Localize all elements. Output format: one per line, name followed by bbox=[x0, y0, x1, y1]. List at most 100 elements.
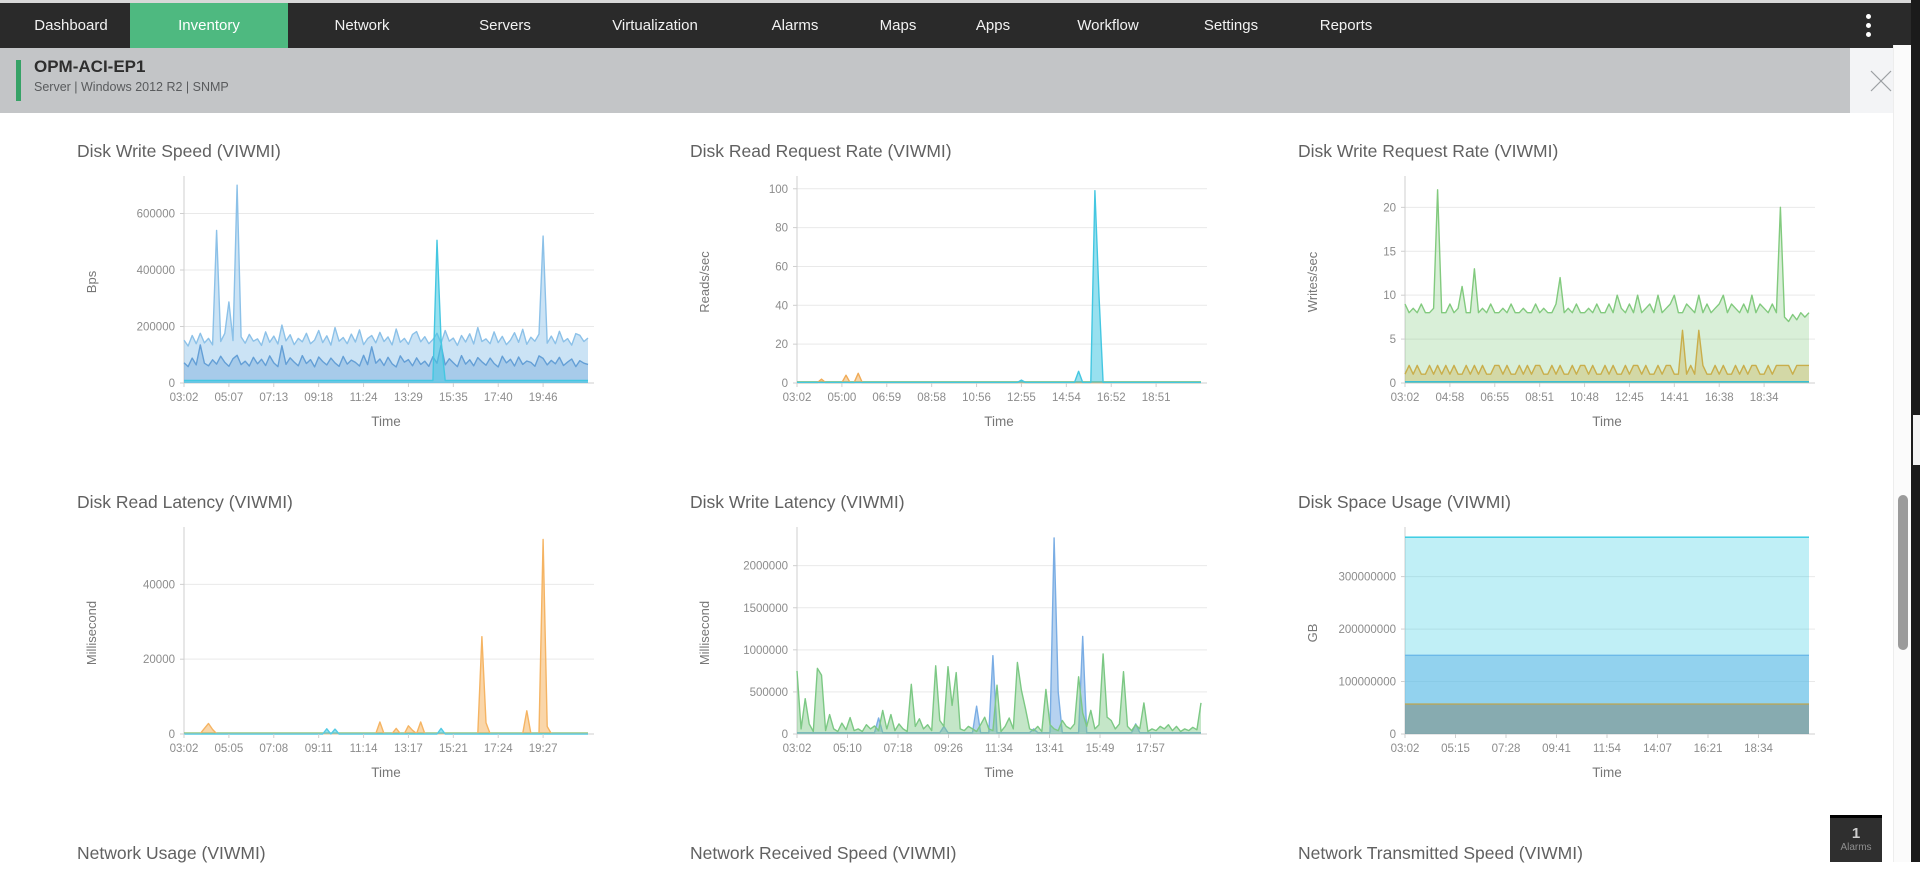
svg-text:03:02: 03:02 bbox=[1391, 743, 1420, 755]
svg-text:Millisecond: Millisecond bbox=[84, 601, 99, 665]
series-read-latency-cyan bbox=[184, 727, 588, 735]
svg-text:16:38: 16:38 bbox=[1705, 392, 1734, 404]
svg-text:03:02: 03:02 bbox=[170, 392, 199, 404]
chart-disk-write-request-rate-viwmi: Disk Write Request Rate (VIWMI) 0 5 10 15 20 0… bbox=[1285, 141, 1885, 445]
svg-text:12:45: 12:45 bbox=[1615, 392, 1644, 404]
svg-text:200000000: 200000000 bbox=[1338, 624, 1396, 636]
svg-text:13:17: 13:17 bbox=[394, 743, 423, 755]
scrollbar-track[interactable] bbox=[1893, 45, 1911, 862]
svg-text:18:51: 18:51 bbox=[1142, 392, 1171, 404]
svg-text:40: 40 bbox=[775, 300, 788, 312]
svg-text:40000: 40000 bbox=[143, 579, 175, 591]
svg-text:Time: Time bbox=[1592, 414, 1622, 429]
svg-text:17:24: 17:24 bbox=[484, 743, 513, 755]
svg-text:10: 10 bbox=[1383, 290, 1396, 302]
svg-text:Time: Time bbox=[371, 765, 401, 780]
svg-text:06:55: 06:55 bbox=[1480, 392, 1509, 404]
nav-item-maps[interactable]: Maps bbox=[879, 17, 917, 34]
nav-item-alarms[interactable]: Alarms bbox=[771, 17, 819, 34]
svg-text:100000000: 100000000 bbox=[1338, 677, 1396, 689]
nav-items: Dashboard Inventory Network Servers Virtuali… bbox=[0, 3, 1402, 48]
svg-text:0: 0 bbox=[169, 378, 175, 390]
svg-text:08:58: 08:58 bbox=[917, 392, 946, 404]
svg-text:05:07: 05:07 bbox=[214, 392, 243, 404]
svg-text:Time: Time bbox=[984, 765, 1014, 780]
svg-text:100: 100 bbox=[769, 184, 788, 196]
svg-text:10:48: 10:48 bbox=[1570, 392, 1599, 404]
nav-item-reports[interactable]: Reports bbox=[1319, 17, 1373, 34]
svg-text:1000000: 1000000 bbox=[743, 645, 788, 657]
svg-text:14:07: 14:07 bbox=[1643, 743, 1672, 755]
svg-text:20: 20 bbox=[1383, 202, 1396, 214]
svg-text:07:13: 07:13 bbox=[259, 392, 288, 404]
nav-item-apps[interactable]: Apps bbox=[975, 17, 1011, 34]
page-title: OPM-ACI-EP1 bbox=[34, 57, 146, 76]
svg-text:Time: Time bbox=[1592, 765, 1622, 780]
alarms-badge[interactable]: 1 Alarms bbox=[1830, 815, 1882, 862]
svg-text:0: 0 bbox=[169, 729, 175, 741]
chart-title: Disk Write Speed (VIWMI) bbox=[77, 141, 281, 161]
series-write-rate-green bbox=[1404, 189, 1810, 323]
scrollbar-thumb[interactable] bbox=[1898, 495, 1908, 650]
panel-collapse-handle[interactable] bbox=[1913, 415, 1920, 465]
main-navbar: Dashboard Inventory Network Servers Virtuali… bbox=[0, 3, 1920, 48]
svg-text:09:26: 09:26 bbox=[934, 743, 963, 755]
svg-text:14:54: 14:54 bbox=[1052, 392, 1081, 404]
svg-text:10:56: 10:56 bbox=[962, 392, 991, 404]
series-write-speed-light-blue bbox=[183, 184, 589, 347]
chart-title: Disk Write Latency (VIWMI) bbox=[690, 492, 905, 512]
svg-text:15: 15 bbox=[1383, 246, 1396, 258]
svg-text:Bps: Bps bbox=[84, 270, 99, 293]
nav-item-servers[interactable]: Servers bbox=[479, 17, 531, 34]
svg-text:80: 80 bbox=[775, 223, 788, 235]
alarm-label: Alarms bbox=[1840, 842, 1872, 853]
nav-item-workflow[interactable]: Workflow bbox=[1077, 17, 1139, 34]
chart-title: Network Transmitted Speed (VIWMI) bbox=[1298, 843, 1583, 863]
nav-item-network[interactable]: Network bbox=[334, 17, 390, 34]
chart-canvas: 0 500000 1000000 1500000 2000000 03:02 05:10 07… bbox=[697, 527, 1207, 780]
chart-disk-write-speed-viwmi: Disk Write Speed (VIWMI) 0 200000 400000 600… bbox=[64, 141, 677, 445]
svg-text:07:08: 07:08 bbox=[259, 743, 288, 755]
alarm-count: 1 bbox=[1851, 825, 1861, 842]
chart-canvas: 0 200000 400000 600000 03:02 05:07 07:13 09:18 1… bbox=[84, 176, 594, 429]
close-icon bbox=[1870, 70, 1892, 91]
chart-disk-space-usage-viwmi: Disk Space Usage (VIWMI) 0 100000000 200000… bbox=[1285, 492, 1885, 796]
chart-network-transmitted-speed-viwmi: Network Transmitted Speed (VIWMI) bbox=[1285, 843, 1885, 875]
series-write-latency-green bbox=[796, 653, 1202, 733]
chart-title: Network Received Speed (VIWMI) bbox=[690, 843, 957, 863]
chart-canvas: 0 20000 40000 03:02 05:05 07:08 09:11 11:14 13:1… bbox=[84, 527, 594, 780]
svg-text:15:35: 15:35 bbox=[439, 392, 468, 404]
svg-text:Millisecond: Millisecond bbox=[697, 601, 712, 665]
series-write-rate-olive bbox=[1404, 329, 1809, 375]
series-write-speed-steel-blue bbox=[183, 344, 589, 368]
chart-disk-read-latency-viwmi: Disk Read Latency (VIWMI) 0 20000 40000 03:0… bbox=[64, 492, 677, 796]
svg-text:09:18: 09:18 bbox=[304, 392, 333, 404]
svg-text:11:14: 11:14 bbox=[350, 743, 379, 755]
chart-disk-read-request-rate-viwmi: Disk Read Request Rate (VIWMI) 0 20 40 60 80 1… bbox=[677, 141, 1285, 445]
svg-text:05:00: 05:00 bbox=[827, 392, 856, 404]
series-read-rate-cyan bbox=[797, 190, 1201, 384]
svg-text:Time: Time bbox=[371, 414, 401, 429]
svg-text:11:34: 11:34 bbox=[985, 743, 1014, 755]
kebab-menu-icon[interactable] bbox=[1858, 3, 1878, 48]
chart-canvas: 0 5 10 15 20 03:02 04:58 06:55 08:51 10:48 12:45 14… bbox=[1305, 176, 1815, 429]
svg-text:500000: 500000 bbox=[750, 687, 788, 699]
svg-text:17:40: 17:40 bbox=[484, 392, 513, 404]
browser-edge-strip bbox=[0, 0, 1920, 3]
svg-text:0: 0 bbox=[1390, 729, 1396, 741]
svg-text:17:57: 17:57 bbox=[1136, 743, 1165, 755]
svg-text:18:34: 18:34 bbox=[1744, 743, 1773, 755]
svg-text:1500000: 1500000 bbox=[743, 603, 788, 615]
svg-text:0: 0 bbox=[782, 378, 788, 390]
svg-text:GB: GB bbox=[1305, 624, 1320, 643]
header-accent-bar bbox=[16, 60, 21, 101]
nav-item-settings[interactable]: Settings bbox=[1203, 17, 1259, 34]
svg-text:13:41: 13:41 bbox=[1035, 743, 1064, 755]
nav-item-dashboard[interactable]: Dashboard bbox=[34, 17, 108, 34]
nav-item-inventory[interactable]: Inventory bbox=[130, 3, 288, 48]
device-header: OPM-ACI-EP1 Server | Windows 2012 R2 | S… bbox=[0, 48, 1920, 113]
svg-text:12:55: 12:55 bbox=[1007, 392, 1036, 404]
nav-item-virtualization[interactable]: Virtualization bbox=[612, 17, 698, 34]
svg-text:18:34: 18:34 bbox=[1750, 392, 1779, 404]
svg-text:5: 5 bbox=[1390, 334, 1396, 346]
